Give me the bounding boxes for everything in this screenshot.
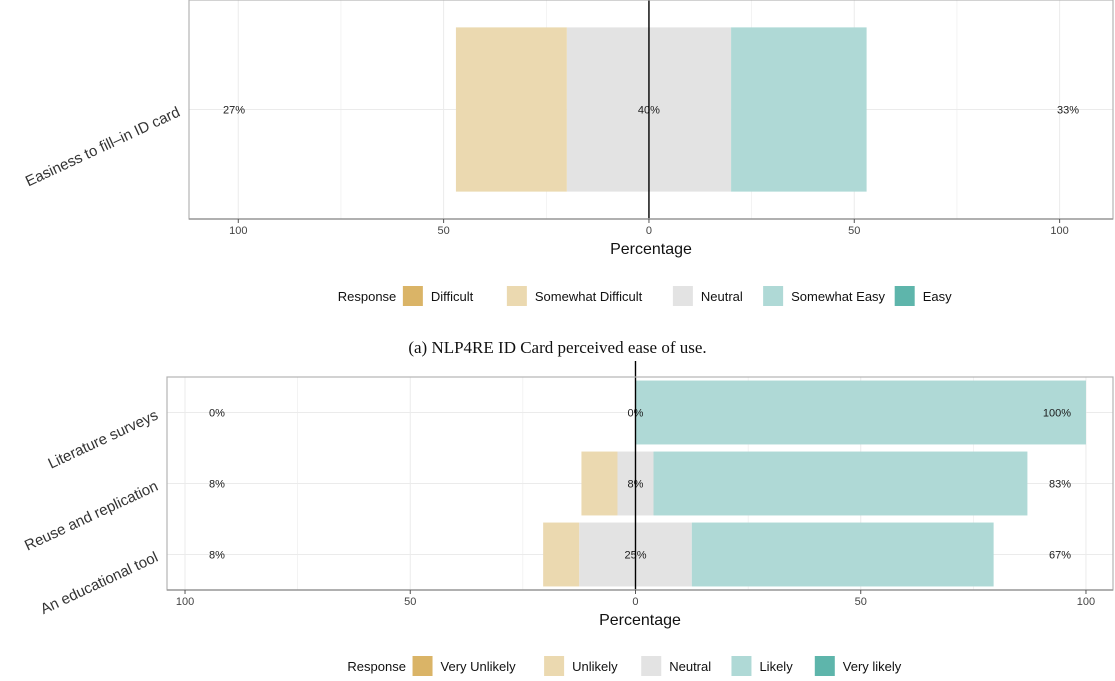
legend-title: Response [347,659,406,674]
caption-a: (a) NLP4RE ID Card perceived ease of use… [408,338,707,357]
legend-label: Easy [923,289,952,304]
x-tick-label: 0 [632,596,638,608]
legend-label: Likely [759,659,793,674]
bar-somewhat-difficult [455,27,567,192]
legend-swatch-likely [731,656,752,676]
category-label: Literature surveys [45,407,160,473]
category-label: Reuse and replication [22,478,161,555]
legend-label: Very Unlikely [441,659,517,674]
legend-title: Response [338,289,397,304]
label-left: 0% [209,408,225,420]
label-right: 100% [1043,408,1071,420]
legend-swatch-easy [894,286,915,306]
label-right: 83% [1049,479,1071,491]
legend-swatch-difficult [402,286,423,306]
legend-label: Difficult [431,289,474,304]
label-right: 33% [1057,105,1079,117]
legend-label: Unlikely [572,659,618,674]
legend-swatch-neutral [641,656,662,676]
bar-likely [691,522,994,587]
legend-swatch-somewhat-difficult [506,286,527,306]
legend-label: Somewhat Difficult [535,289,643,304]
x-tick-label: 50 [855,596,867,608]
legend: Response Very Unlikely Unlikely Neutral Like… [347,656,902,676]
x-tick-label: 100 [176,596,194,608]
x-tick-label: 100 [229,225,247,237]
label-left: 8% [209,550,225,562]
x-tick-label: 100 [1050,225,1068,237]
legend-label: Neutral [669,659,711,674]
bar-somewhat-easy [731,27,867,192]
legend-swatch-unlikely [544,656,565,676]
label-left: 8% [209,479,225,491]
category-label: Easiness to fill–in ID card [23,104,183,191]
legend-swatch-neutral [672,286,693,306]
label-left: 27% [223,105,245,117]
legend-label: Very likely [843,659,902,674]
category-label: An educational tool [38,549,161,618]
x-axis-title: Percentage [599,612,681,629]
x-axis-title: Percentage [610,241,692,258]
x-tick-label: 100 [1077,596,1095,608]
legend-label: Neutral [701,289,743,304]
bar-unlikely [581,451,618,516]
legend-label: Somewhat Easy [791,289,885,304]
x-tick-label: 50 [404,596,416,608]
x-tick-label: 0 [646,225,652,237]
bar-likely [635,380,1086,445]
bar-likely [653,451,1028,516]
bar-unlikely [543,522,580,587]
legend-swatch-very-unlikely [412,656,433,676]
x-tick-label: 50 [437,225,449,237]
legend-swatch-somewhat-easy [763,286,784,306]
legend: Response Difficult Somewhat Difficult Neutr… [338,286,952,306]
legend-swatch-very-likely [814,656,835,676]
label-right: 67% [1049,550,1071,562]
x-tick-label: 50 [848,225,860,237]
